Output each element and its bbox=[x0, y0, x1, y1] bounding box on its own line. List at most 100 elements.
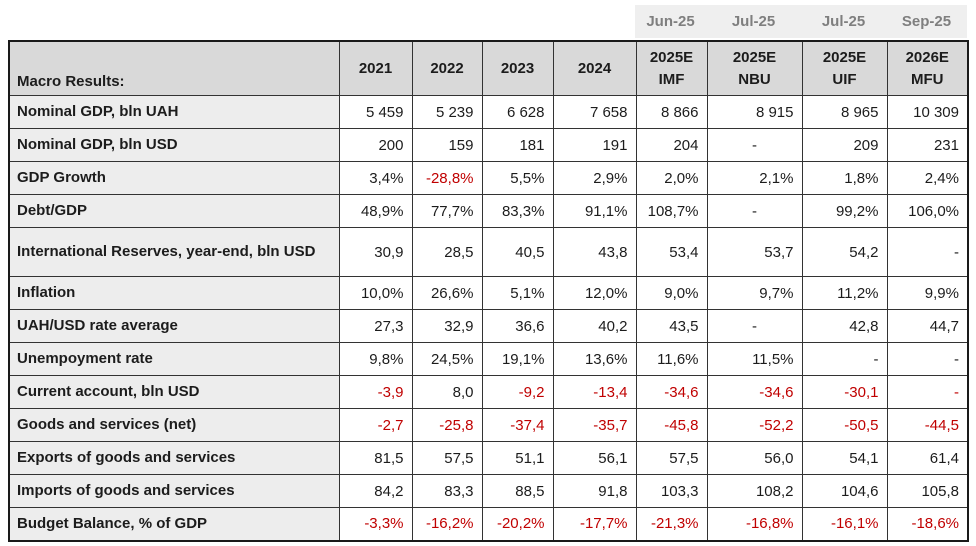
year-header: 2022 bbox=[411, 40, 483, 96]
value-cell: - bbox=[801, 342, 888, 376]
forecast-date-strip: Jun-25 Jul-25 Jul-25 Sep-25 bbox=[635, 5, 967, 38]
value-cell: 13,6% bbox=[552, 342, 637, 376]
value-cell: 81,5 bbox=[338, 441, 413, 475]
row-label: Current account, bln USD bbox=[8, 375, 340, 409]
value-cell: -17,7% bbox=[552, 507, 637, 541]
value-cell: 105,8 bbox=[886, 474, 969, 508]
value-cell: 9,0% bbox=[635, 276, 708, 310]
value-cell: 11,5% bbox=[706, 342, 803, 376]
value-cell: 91,8 bbox=[552, 474, 637, 508]
value-cell: 77,7% bbox=[411, 194, 483, 228]
value-cell: 10 309 bbox=[886, 95, 969, 129]
row-label: Goods and services (net) bbox=[8, 408, 340, 442]
value-cell: 48,9% bbox=[338, 194, 413, 228]
year-label: 2025E bbox=[649, 48, 694, 66]
source-label: NBU bbox=[738, 70, 771, 88]
value-cell: 5 239 bbox=[411, 95, 483, 129]
table-row: Goods and services (net) -2,7 -25,8 -37,4 -3… bbox=[8, 408, 969, 442]
value-cell: 9,8% bbox=[338, 342, 413, 376]
row-label: Debt/GDP bbox=[8, 194, 340, 228]
value-cell: 2,9% bbox=[552, 161, 637, 195]
table-row: Nominal GDP, bln UAH 5 459 5 239 6 628 7 658… bbox=[8, 95, 969, 129]
value-cell: 8 866 bbox=[635, 95, 708, 129]
value-cell: 40,2 bbox=[552, 309, 637, 343]
value-cell: 43,8 bbox=[552, 227, 637, 277]
row-label: International Reserves, year-end, bln US… bbox=[8, 227, 340, 277]
row-label: Inflation bbox=[8, 276, 340, 310]
value-cell: -2,7 bbox=[338, 408, 413, 442]
value-cell: 11,6% bbox=[635, 342, 708, 376]
value-cell: 103,3 bbox=[635, 474, 708, 508]
year-label: 2025E bbox=[732, 48, 777, 66]
source-label: MFU bbox=[911, 70, 944, 88]
value-cell: -52,2 bbox=[706, 408, 803, 442]
table-row: Unempoyment rate 9,8% 24,5% 19,1% 13,6% 11,6%… bbox=[8, 342, 969, 376]
value-cell: 8 965 bbox=[801, 95, 888, 129]
value-cell: 7 658 bbox=[552, 95, 637, 129]
row-label: Exports of goods and services bbox=[8, 441, 340, 475]
value-cell: - bbox=[706, 128, 803, 162]
year-header: 2025E UIF bbox=[801, 40, 888, 96]
value-cell: 231 bbox=[886, 128, 969, 162]
value-cell: 83,3 bbox=[411, 474, 483, 508]
value-cell: 51,1 bbox=[481, 441, 554, 475]
value-cell: 9,7% bbox=[706, 276, 803, 310]
year-header: 2025E IMF bbox=[635, 40, 708, 96]
value-cell: 36,6 bbox=[481, 309, 554, 343]
forecast-date-label: Sep-25 bbox=[901, 13, 952, 30]
table-row: Debt/GDP 48,9% 77,7% 83,3% 91,1% 108,7% -99,2%… bbox=[8, 194, 969, 228]
source-label: UIF bbox=[832, 70, 857, 88]
value-cell: 54,1 bbox=[801, 441, 888, 475]
value-cell: 56,1 bbox=[552, 441, 637, 475]
value-cell: 53,7 bbox=[706, 227, 803, 277]
value-cell: 57,5 bbox=[411, 441, 483, 475]
table-row: GDP Growth 3,4% -28,8% 5,5% 2,9% 2,0% 2,1% 1,8%… bbox=[8, 161, 969, 195]
value-cell: 40,5 bbox=[481, 227, 554, 277]
value-cell: 61,4 bbox=[886, 441, 969, 475]
value-cell: 99,2% bbox=[801, 194, 888, 228]
value-cell: 56,0 bbox=[706, 441, 803, 475]
year-header: 2026E MFU bbox=[886, 40, 969, 96]
year-label: 2026E bbox=[905, 48, 949, 66]
year-header: 2021 bbox=[338, 40, 413, 96]
value-cell: 2,1% bbox=[706, 161, 803, 195]
year-header: 2024 bbox=[552, 40, 637, 96]
value-cell: -20,2% bbox=[481, 507, 554, 541]
forecast-date-label: Jun-25 bbox=[646, 13, 695, 30]
year-label: 2022 bbox=[430, 59, 464, 77]
value-cell: 24,5% bbox=[411, 342, 483, 376]
row-label: Budget Balance, % of GDP bbox=[8, 507, 340, 541]
value-cell: 181 bbox=[481, 128, 554, 162]
value-cell: -45,8 bbox=[635, 408, 708, 442]
year-header: 2023 bbox=[481, 40, 554, 96]
value-cell: 30,9 bbox=[338, 227, 413, 277]
row-label: Nominal GDP, bln USD bbox=[8, 128, 340, 162]
value-cell: 32,9 bbox=[411, 309, 483, 343]
table-row: UAH/USD rate average 27,3 32,9 36,6 40,2 43,5… bbox=[8, 309, 969, 343]
table-row: International Reserves, year-end, bln US… bbox=[8, 227, 969, 277]
table-row: Current account, bln USD -3,9 8,0 -9,2 -13,4… bbox=[8, 375, 969, 409]
year-label: 2021 bbox=[358, 59, 393, 77]
value-cell: 12,0% bbox=[552, 276, 637, 310]
value-cell: 108,2 bbox=[706, 474, 803, 508]
source-label: IMF bbox=[658, 70, 685, 88]
value-cell: -21,3% bbox=[635, 507, 708, 541]
year-label: 2023 bbox=[500, 59, 535, 77]
value-cell: 204 bbox=[635, 128, 708, 162]
value-cell: 1,8% bbox=[801, 161, 888, 195]
value-cell: 88,5 bbox=[481, 474, 554, 508]
value-cell: -25,8 bbox=[411, 408, 483, 442]
value-cell: 44,7 bbox=[886, 309, 969, 343]
value-cell: 5,1% bbox=[481, 276, 554, 310]
row-label: Nominal GDP, bln UAH bbox=[8, 95, 340, 129]
value-cell: 5 459 bbox=[338, 95, 413, 129]
table-row: Budget Balance, % of GDP -3,3% -16,2% -20,2… bbox=[8, 507, 969, 541]
value-cell: 159 bbox=[411, 128, 483, 162]
value-cell: 3,4% bbox=[338, 161, 413, 195]
table-title: Macro Results: bbox=[8, 40, 340, 96]
value-cell: - bbox=[886, 375, 969, 409]
value-cell: 53,4 bbox=[635, 227, 708, 277]
table-row: Inflation 10,0% 26,6% 5,1% 12,0% 9,0% 9,7% 11,2… bbox=[8, 276, 969, 310]
value-cell: 6 628 bbox=[481, 95, 554, 129]
value-cell: 5,5% bbox=[481, 161, 554, 195]
